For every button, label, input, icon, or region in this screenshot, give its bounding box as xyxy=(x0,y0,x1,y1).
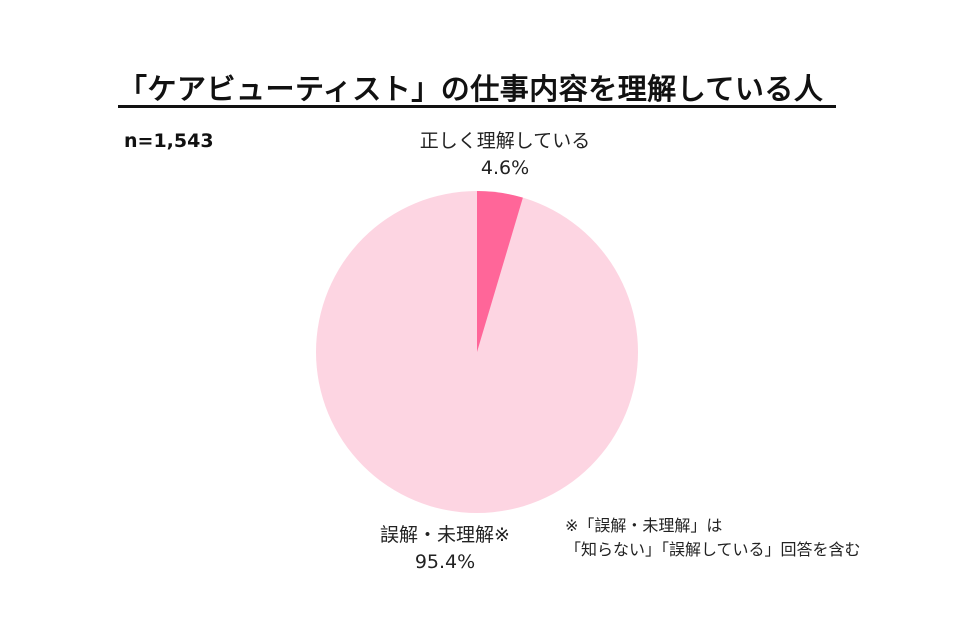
slice-label-correct: 正しく理解している 4.6% xyxy=(380,128,630,182)
slice-label-correct-value: 4.6% xyxy=(480,157,530,179)
sample-size: n=1,543 xyxy=(124,130,214,152)
footnote-line-2: 「知らない」「誤解している」回答を含む xyxy=(565,540,861,559)
chart-title: 「ケアビューティスト」の仕事内容を理解している人 xyxy=(118,72,824,106)
footnote: ※「誤解・未理解」は 「知らない」「誤解している」回答を含む xyxy=(565,514,861,562)
slice-label-misunderstood-name: 誤解・未理解※ xyxy=(380,524,510,546)
slice-label-misunderstood: 誤解・未理解※ 95.4% xyxy=(340,522,550,576)
slice-label-correct-name: 正しく理解している xyxy=(419,130,591,152)
title-underline xyxy=(118,105,836,108)
slice-label-misunderstood-value: 95.4% xyxy=(414,551,476,573)
pie-slice-correctly-understood xyxy=(477,191,523,352)
footnote-line-1: ※「誤解・未理解」は xyxy=(565,516,723,535)
